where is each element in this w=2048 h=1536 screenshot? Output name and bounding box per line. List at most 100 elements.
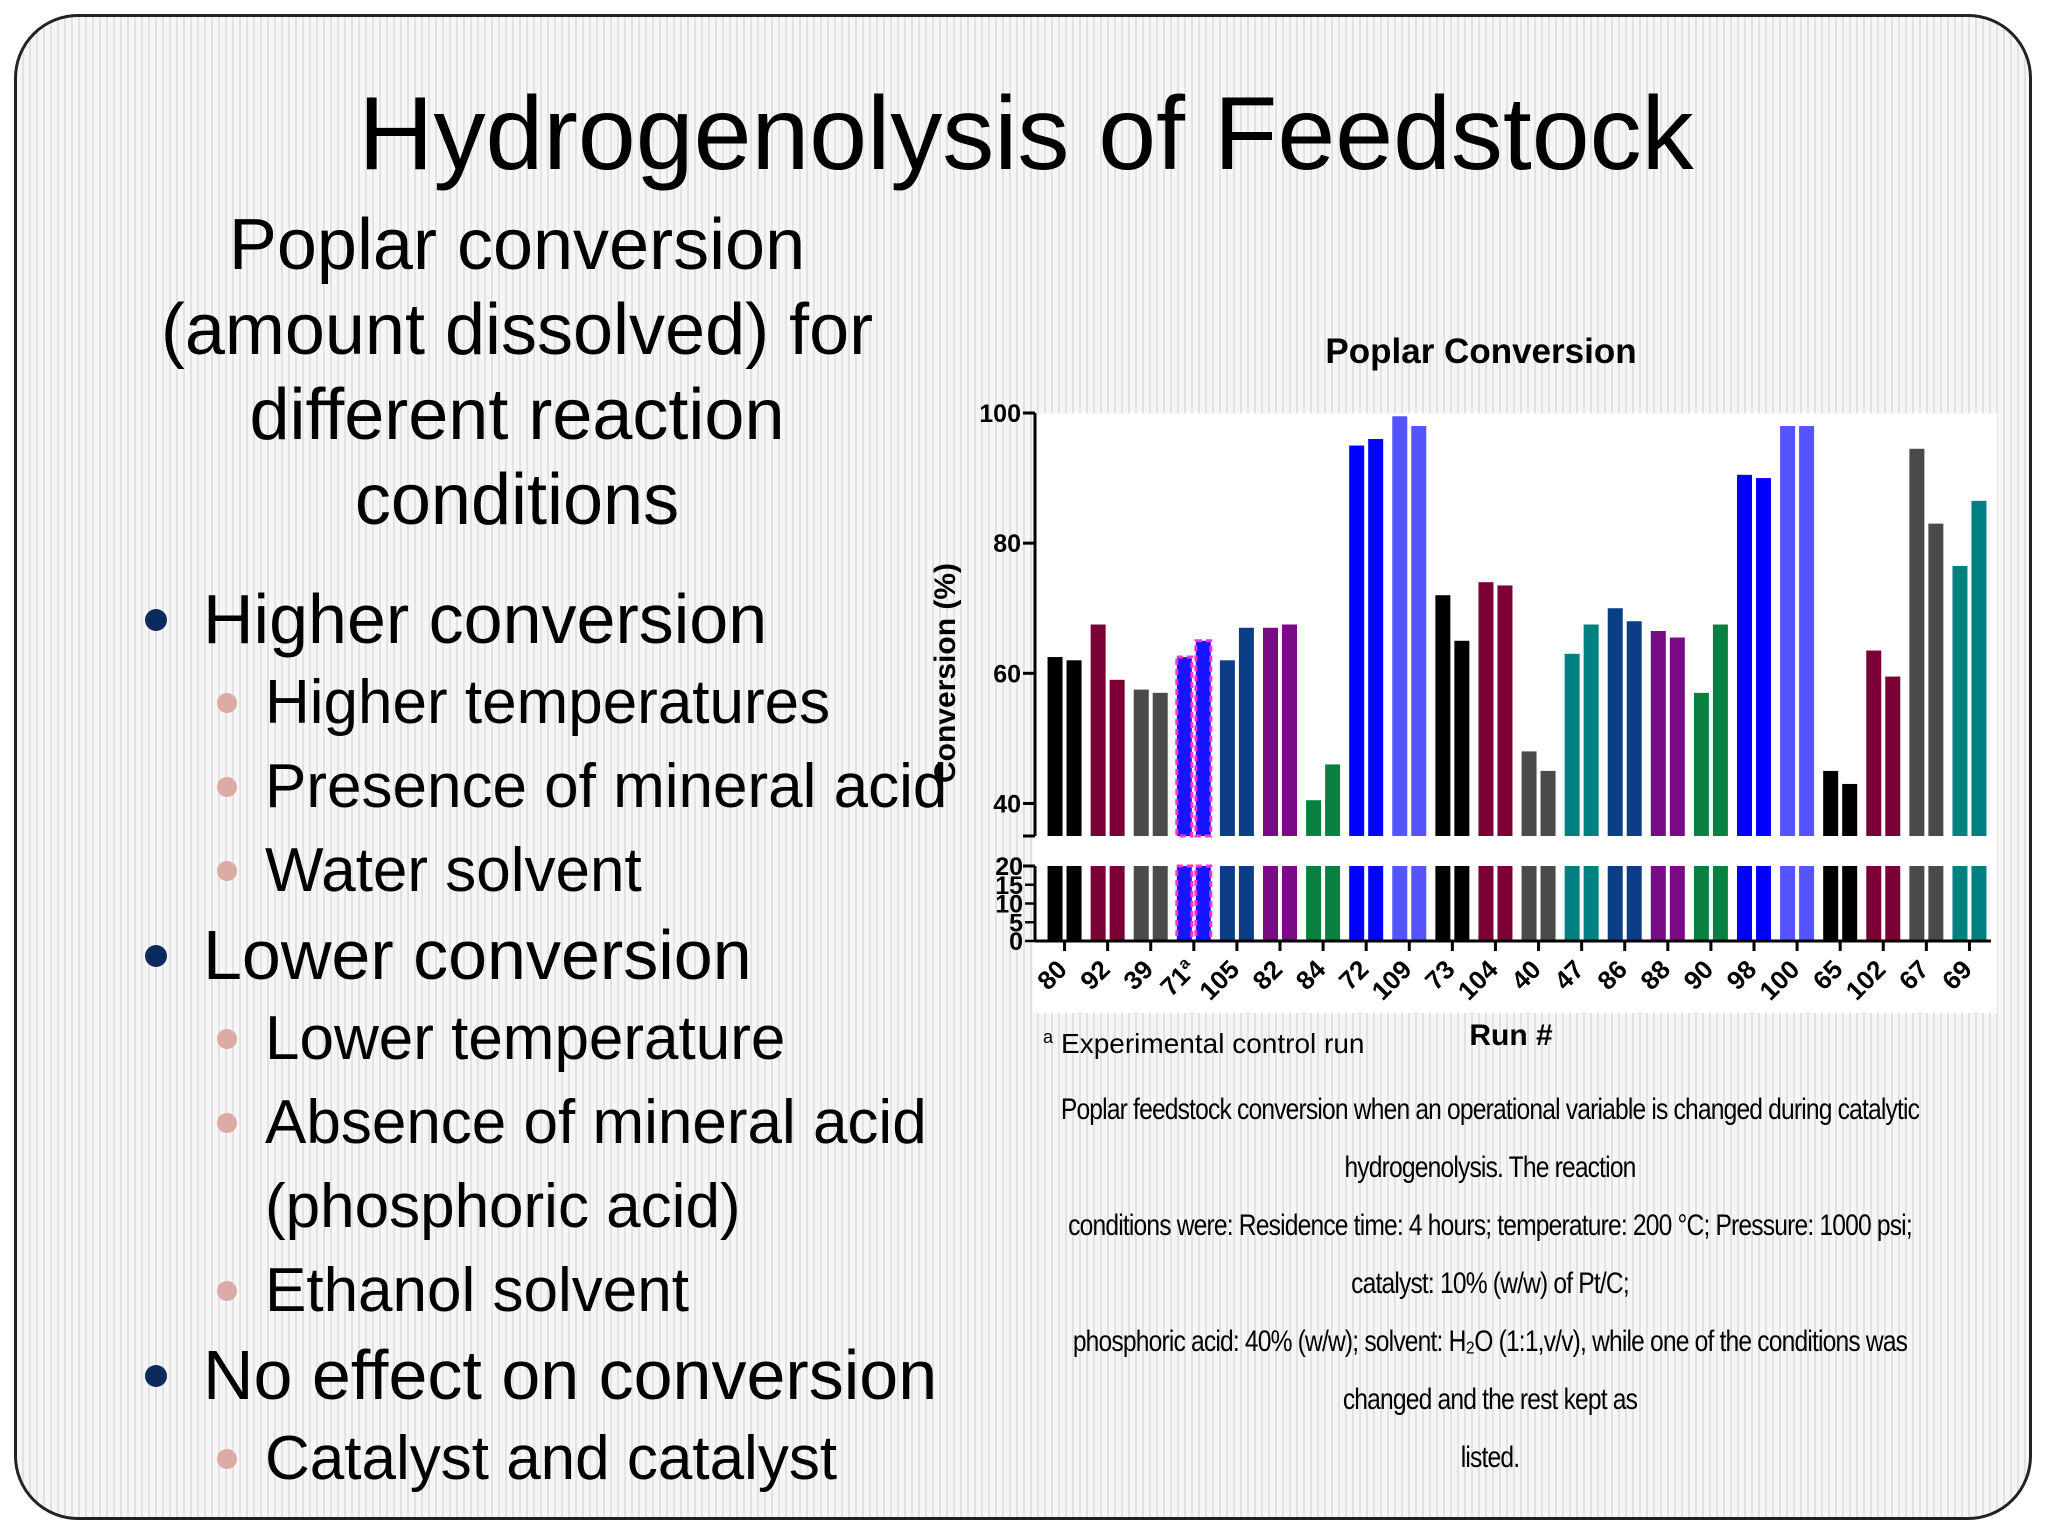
bar-lower — [1263, 866, 1278, 941]
sub-bullet: Absence of mineral acid — [137, 1081, 997, 1165]
bar-lower — [1152, 866, 1168, 941]
sub-bullet: Water solvent — [137, 829, 997, 913]
bar-lower — [1583, 866, 1599, 941]
bar-lower — [1497, 866, 1513, 941]
y-tick-label: 0 — [1009, 928, 1023, 956]
bar-lower — [1066, 866, 1082, 941]
sub-bullet: Presence of mineral acid — [137, 745, 997, 829]
bar-upper — [1823, 770, 1839, 836]
bar-lower — [1521, 866, 1537, 941]
bar-upper — [1152, 692, 1168, 836]
sub-bullet-continuation: (phosphoric acid) — [265, 1172, 741, 1241]
bar-upper — [1799, 426, 1815, 836]
bar-upper — [1238, 627, 1254, 836]
bar-upper — [1842, 783, 1858, 836]
bar-upper — [1780, 426, 1796, 836]
sub-bullet-dot-icon — [217, 1029, 237, 1049]
bar-lower — [1693, 866, 1709, 941]
bar-lower — [1650, 866, 1666, 941]
bar-upper — [1175, 655, 1194, 838]
sub-bullet: Lower temperature — [137, 997, 997, 1081]
bar-upper — [1133, 689, 1149, 836]
sub-bullet-dot-icon — [217, 861, 237, 881]
sub-bullet: Ethanol solvent — [137, 1249, 997, 1333]
slide-title: Hydrogenolysis of Feedstock — [358, 76, 1694, 192]
bar-upper — [1478, 582, 1494, 836]
bar-lower — [1194, 864, 1213, 943]
bar-lower — [1090, 866, 1106, 941]
bar-lower — [1109, 866, 1125, 941]
bar-upper — [1971, 500, 1987, 836]
bullet-dot-icon — [145, 945, 167, 967]
caption-line: phosphoric acid: 40% (w/w); solvent: H₂O… — [1072, 1325, 1908, 1416]
chart-title: Poplar Conversion — [1325, 332, 1636, 371]
bar-upper — [1693, 692, 1709, 836]
caption-line: Poplar feedstock conversion when an oper… — [1060, 1093, 1920, 1184]
bar-lower — [1737, 866, 1752, 941]
bar-upper — [1411, 426, 1427, 836]
bar-upper — [1109, 679, 1125, 836]
bar-lower — [1669, 866, 1685, 941]
bar-upper — [1564, 653, 1580, 836]
bar-lower — [1626, 866, 1642, 941]
subtitle-line: different reaction — [249, 374, 785, 455]
bar-upper — [1952, 565, 1968, 836]
bar-upper — [1756, 478, 1771, 836]
caption-line: conditions were: Residence time: 4 hours… — [1068, 1209, 1913, 1300]
sub-bullet-dot-icon — [217, 1281, 237, 1301]
slide-subtitle: Poplar conversion (amount dissolved) for… — [157, 203, 877, 543]
bar-lower — [1368, 866, 1384, 941]
bar-upper — [1737, 474, 1752, 836]
bar-lower — [1712, 866, 1728, 941]
sub-bullet-dot-icon — [217, 1449, 237, 1469]
y-tick-label: 60 — [993, 660, 1021, 688]
bar-lower — [1971, 866, 1987, 941]
footnote-text: Experimental control run — [1061, 1028, 1364, 1059]
slide: Hydrogenolysis of Feedstock Poplar conve… — [14, 14, 2032, 1520]
bar-upper — [1368, 439, 1384, 836]
bar-lower — [1219, 866, 1235, 941]
subtitle-line: Poplar conversion — [228, 205, 806, 285]
sub-bullet-dot-icon — [217, 1113, 237, 1133]
bar-group — [1047, 416, 1987, 943]
bar-lower — [1454, 866, 1470, 941]
bar-upper — [1669, 637, 1685, 836]
bar-upper — [1712, 624, 1728, 836]
bar-upper — [1583, 624, 1599, 836]
bar-upper — [1650, 631, 1666, 836]
footnote-marker: a — [1043, 1027, 1054, 1047]
bar-upper — [1047, 657, 1063, 836]
bar-lower — [1866, 866, 1882, 941]
bullet-no-effect: No effect on conversion — [137, 1333, 997, 1417]
bar-upper — [1263, 627, 1278, 836]
bar-upper — [1349, 445, 1365, 836]
bar-upper — [1392, 416, 1408, 836]
bar-upper — [1282, 624, 1297, 836]
bar-upper — [1928, 523, 1944, 836]
bar-lower — [1392, 866, 1408, 941]
bar-lower — [1435, 866, 1451, 941]
y-tick-label: 15 — [995, 872, 1023, 900]
figure-caption: Poplar feedstock conversion when an oper… — [1060, 1081, 1921, 1487]
bullet-dot-icon — [145, 1365, 167, 1387]
sub-bullet-dot-icon — [217, 777, 237, 797]
bar-upper — [1325, 764, 1341, 836]
bar-upper — [1866, 650, 1882, 836]
bar-upper — [1090, 624, 1106, 836]
y-tick-label: 5 — [1009, 909, 1023, 937]
bullet-list: Higher conversion Higher temperatures Pr… — [137, 577, 997, 1517]
bar-lower — [1928, 866, 1944, 941]
y-tick-label: 40 — [993, 790, 1021, 818]
y-tick-label: 10 — [995, 891, 1023, 919]
bar-lower — [1909, 866, 1925, 941]
y-axis-label: Conversion (%) — [929, 563, 962, 783]
bar-lower — [1799, 866, 1815, 941]
bullet-higher-conversion: Higher conversion — [137, 577, 997, 661]
bar-lower — [1823, 866, 1839, 941]
bar-upper — [1306, 800, 1322, 836]
bar-upper — [1219, 660, 1235, 836]
bar-upper — [1521, 751, 1537, 836]
bar-lower — [1540, 866, 1556, 941]
bar-lower — [1885, 866, 1901, 941]
